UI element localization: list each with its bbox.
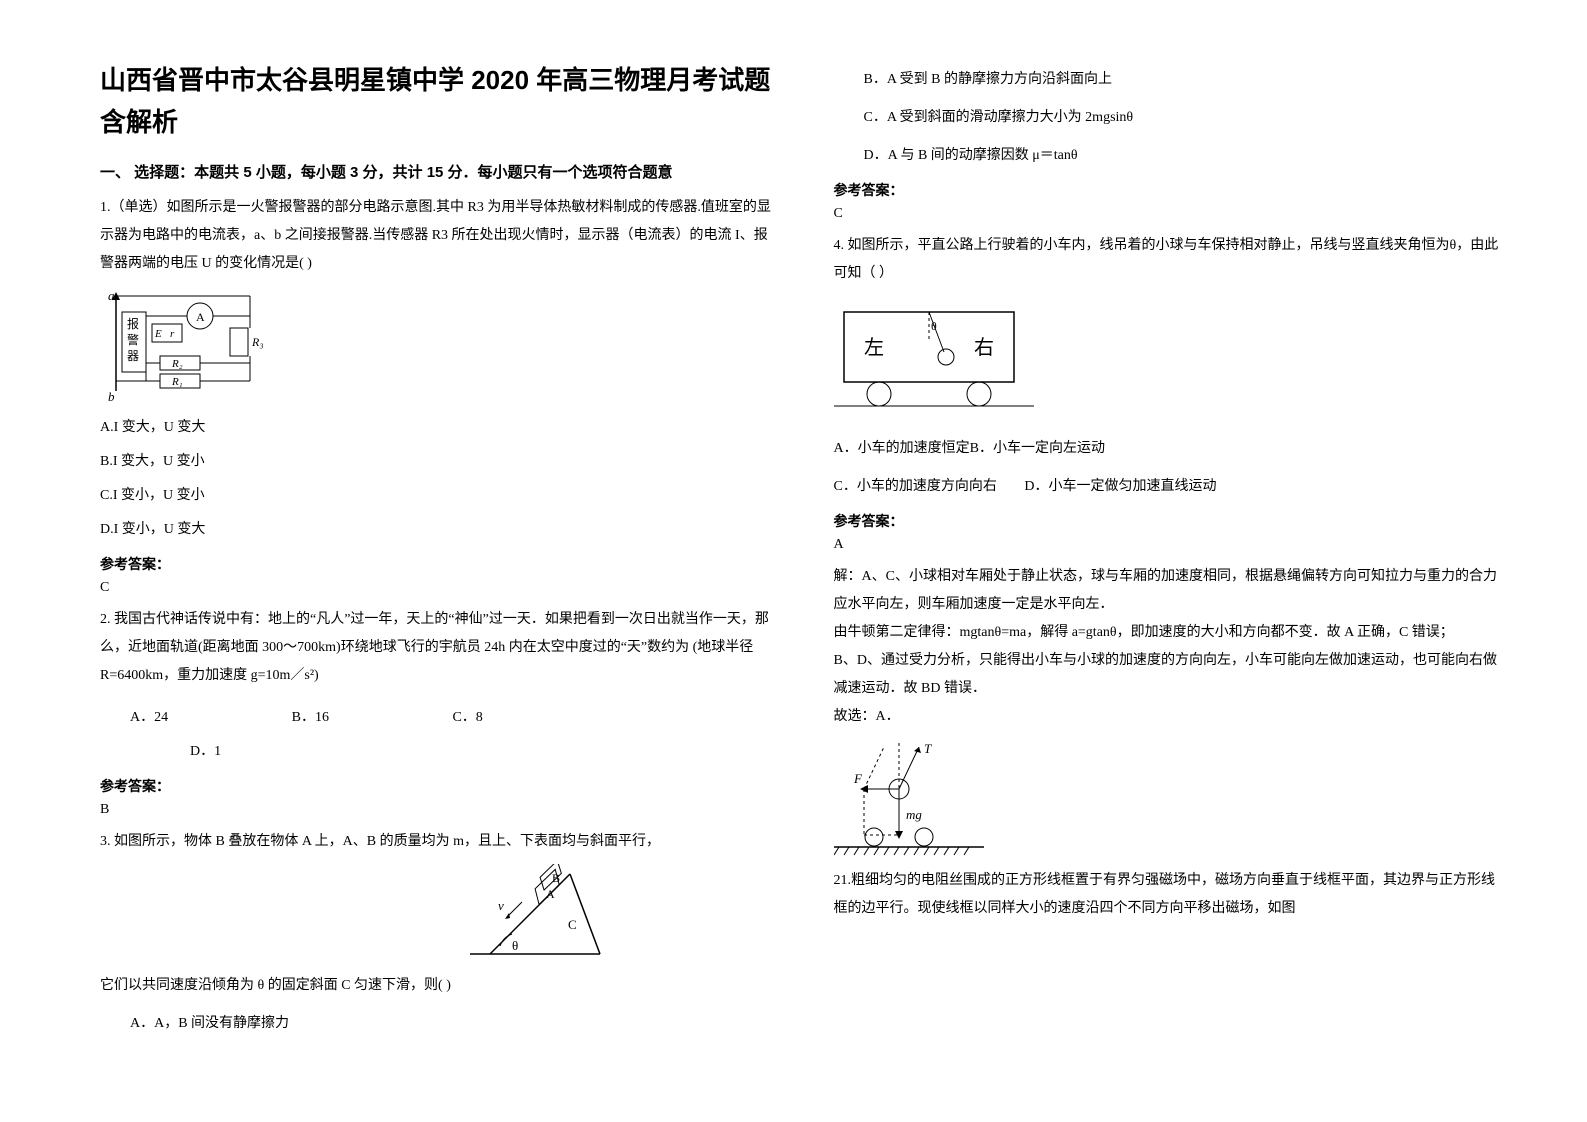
fig-label-A: A [546,887,555,901]
fig-label-R1: R₁ [171,376,183,388]
q2-opt-b: B．16 [292,704,329,732]
q2-opt-a: A．24 [130,704,168,732]
q4-exp-3: B、D、通过受力分析，只能得出小车与小球的加速度的方向向左，小车可能向左做加速运… [834,647,1508,703]
fig-label-mg: mg [906,807,922,822]
q4-opt-b: B．小车一定向左运动 [970,441,1105,456]
q3-opt-c: C．A 受到斜面的滑动摩擦力大小为 2mgsinθ [864,104,1508,132]
q1-opt-a: A.I 变大，U 变大 [100,414,774,442]
q4-exp-4: 故选：A． [834,703,1508,731]
q4-stem: 4. 如图所示，平直公路上行驶着的小车内，线吊着的小球与车保持相对静止，吊线与竖… [834,232,1508,288]
fig-label-T: T [924,741,932,756]
q4-opt-d: D．小车一定做匀加速直线运动 [1024,479,1216,494]
q3-opt-b: B．A 受到 B 的静摩擦力方向沿斜面向上 [864,66,1508,94]
q1-opt-c: C.I 变小，U 变小 [100,482,774,510]
fig-label-theta: θ [512,938,518,953]
q3-figure: θ C A B v [460,864,774,964]
right-column: B．A 受到 B 的静摩擦力方向沿斜面向上 C．A 受到斜面的滑动摩擦力大小为 … [804,60,1508,1082]
fig-label-b: b [108,389,115,404]
fig-label-v: v [498,898,504,913]
q2-answer-label: 参考答案： [100,776,774,796]
q1-stem: 1.（单选）如图所示是一火警报警器的部分电路示意图.其中 R3 为用半导体热敏材… [100,194,774,278]
q4-opt-c: C．小车的加速度方向向右 [834,479,997,494]
fig-label-r: r [170,328,175,340]
q1-answer-label: 参考答案： [100,554,774,574]
q3-opt-a: A．A，B 间没有静摩擦力 [130,1010,774,1038]
q1-answer: C [100,580,774,596]
q4-opts-row2: C．小车的加速度方向向右 D．小车一定做匀加速直线运动 [834,473,1508,501]
q4-answer-label: 参考答案： [834,511,1508,531]
q3-answer: C [834,206,1508,222]
left-column: 山西省晋中市太谷县明星镇中学 2020 年高三物理月考试题含解析 一、 选择题：… [100,60,804,1082]
section-1-title: 一、 选择题：本题共 5 小题，每小题 3 分，共计 15 分．每小题只有一个选… [100,161,774,182]
page: 山西省晋中市太谷县明星镇中学 2020 年高三物理月考试题含解析 一、 选择题：… [0,0,1587,1122]
q2-opt-d: D．1 [190,738,774,766]
q3-stem-1: 3. 如图所示，物体 B 叠放在物体 A 上，A、B 的质量均为 m，且上、下表… [100,828,774,856]
doc-title: 山西省晋中市太谷县明星镇中学 2020 年高三物理月考试题含解析 [100,60,774,143]
q3-answer-label: 参考答案： [834,180,1508,200]
fig-label-A: A [196,310,205,324]
q1-opt-b: B.I 变大，U 变小 [100,448,774,476]
fig-label-qi: 器 [127,349,139,363]
fig-label-a: a [108,288,115,303]
q2-opt-c: C．8 [452,704,482,732]
fig-label-right: 右 [974,336,994,359]
q4-opt-a: A．小车的加速度恒定 [834,441,970,456]
q4-force-figure: T mg F [834,739,1508,859]
fig-label-F: F [853,771,863,786]
fig-label-B: B [552,871,560,885]
fig-label-theta2: θ [931,319,937,333]
q1-opt-d: D.I 变小，U 变大 [100,516,774,544]
q4-figure: 左 右 θ [834,302,1508,417]
q3-opt-d: D．A 与 B 间的动摩擦因数 μ＝tanθ [864,142,1508,170]
fig-label-left: 左 [864,336,884,359]
q4-answer: A [834,537,1508,553]
q2-answer: B [100,802,774,818]
q1-figure: a b 报 警 器 A E r [100,286,774,406]
fig-label-R3: R₃ [251,335,264,349]
q3-stem-2: 它们以共同速度沿倾角为 θ 的固定斜面 C 匀速下滑，则( ) [100,972,774,1000]
q4-exp-2: 由牛顿第二定律得：mgtanθ=ma，解得 a=gtanθ，即加速度的大小和方向… [834,619,1508,647]
fig-label-C: C [568,917,577,932]
q4-opts-row1: A．小车的加速度恒定B．小车一定向左运动 [834,435,1508,463]
fig-label-R2: R₂ [171,358,183,370]
fig-label-jing: 警 [127,332,139,347]
q2-options-row1: A．24 B．16 C．8 [130,704,774,732]
fig-label-E: E [154,328,162,340]
q21-stem: 21.粗细均匀的电阻丝围成的正方形线框置于有界匀强磁场中，磁场方向垂直于线框平面… [834,867,1508,923]
q2-stem: 2. 我国古代神话传说中有：地上的“凡人”过一年，天上的“神仙”过一天．如果把看… [100,606,774,690]
fig-label-bao: 报 [127,316,139,331]
q4-exp-1: 解：A、C、小球相对车厢处于静止状态，球与车厢的加速度相同，根据悬绳偏转方向可知… [834,563,1508,619]
